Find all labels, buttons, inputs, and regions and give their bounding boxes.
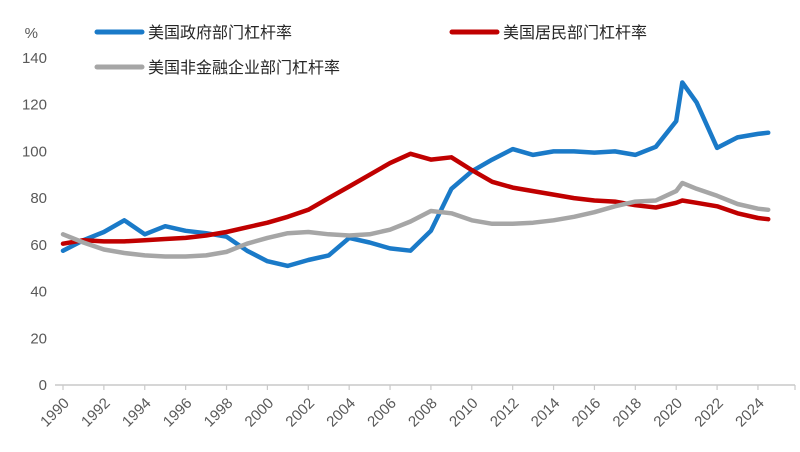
y-tick-label: 100 [22,143,47,160]
x-tick-label: 2022 [691,395,727,431]
y-tick-label: 80 [30,190,47,207]
x-tick-label: 1990 [37,395,73,431]
legend-label-1: 美国居民部门杠杆率 [503,24,647,42]
x-tick-label: 2012 [487,395,523,431]
y-axis-unit-label: % [25,25,38,42]
x-tick-label: 2016 [569,395,605,431]
x-tick-label: 1996 [160,395,196,431]
x-tick-label: 1998 [201,395,237,431]
x-tick-label: 2002 [282,395,318,431]
x-tick-label: 2004 [323,395,359,431]
x-tick-label: 1994 [119,395,155,431]
x-tick-label: 2010 [446,395,482,431]
x-tick-label: 2008 [405,395,441,431]
x-tick-label: 2024 [732,395,768,431]
x-tick-label: 2014 [528,395,564,431]
legend-label-0: 美国政府部门杠杆率 [148,24,292,42]
y-tick-label: 140 [22,50,47,67]
y-tick-label: 20 [30,330,47,347]
y-tick-label: 0 [39,377,47,394]
x-tick-label: 1992 [78,395,114,431]
x-tick-label: 2018 [610,395,646,431]
x-tick-label: 2000 [242,395,278,431]
legend-label-2: 美国非金融企业部门杠杆率 [148,59,340,77]
series-line-1 [60,151,771,246]
x-tick-label: 2020 [650,395,686,431]
y-tick-label: 40 [30,284,47,301]
x-tick-label: 2006 [364,395,400,431]
y-tick-label: 60 [30,237,47,254]
series-line-2 [60,180,771,259]
y-tick-label: 120 [22,97,47,114]
series-line-0 [60,80,771,269]
